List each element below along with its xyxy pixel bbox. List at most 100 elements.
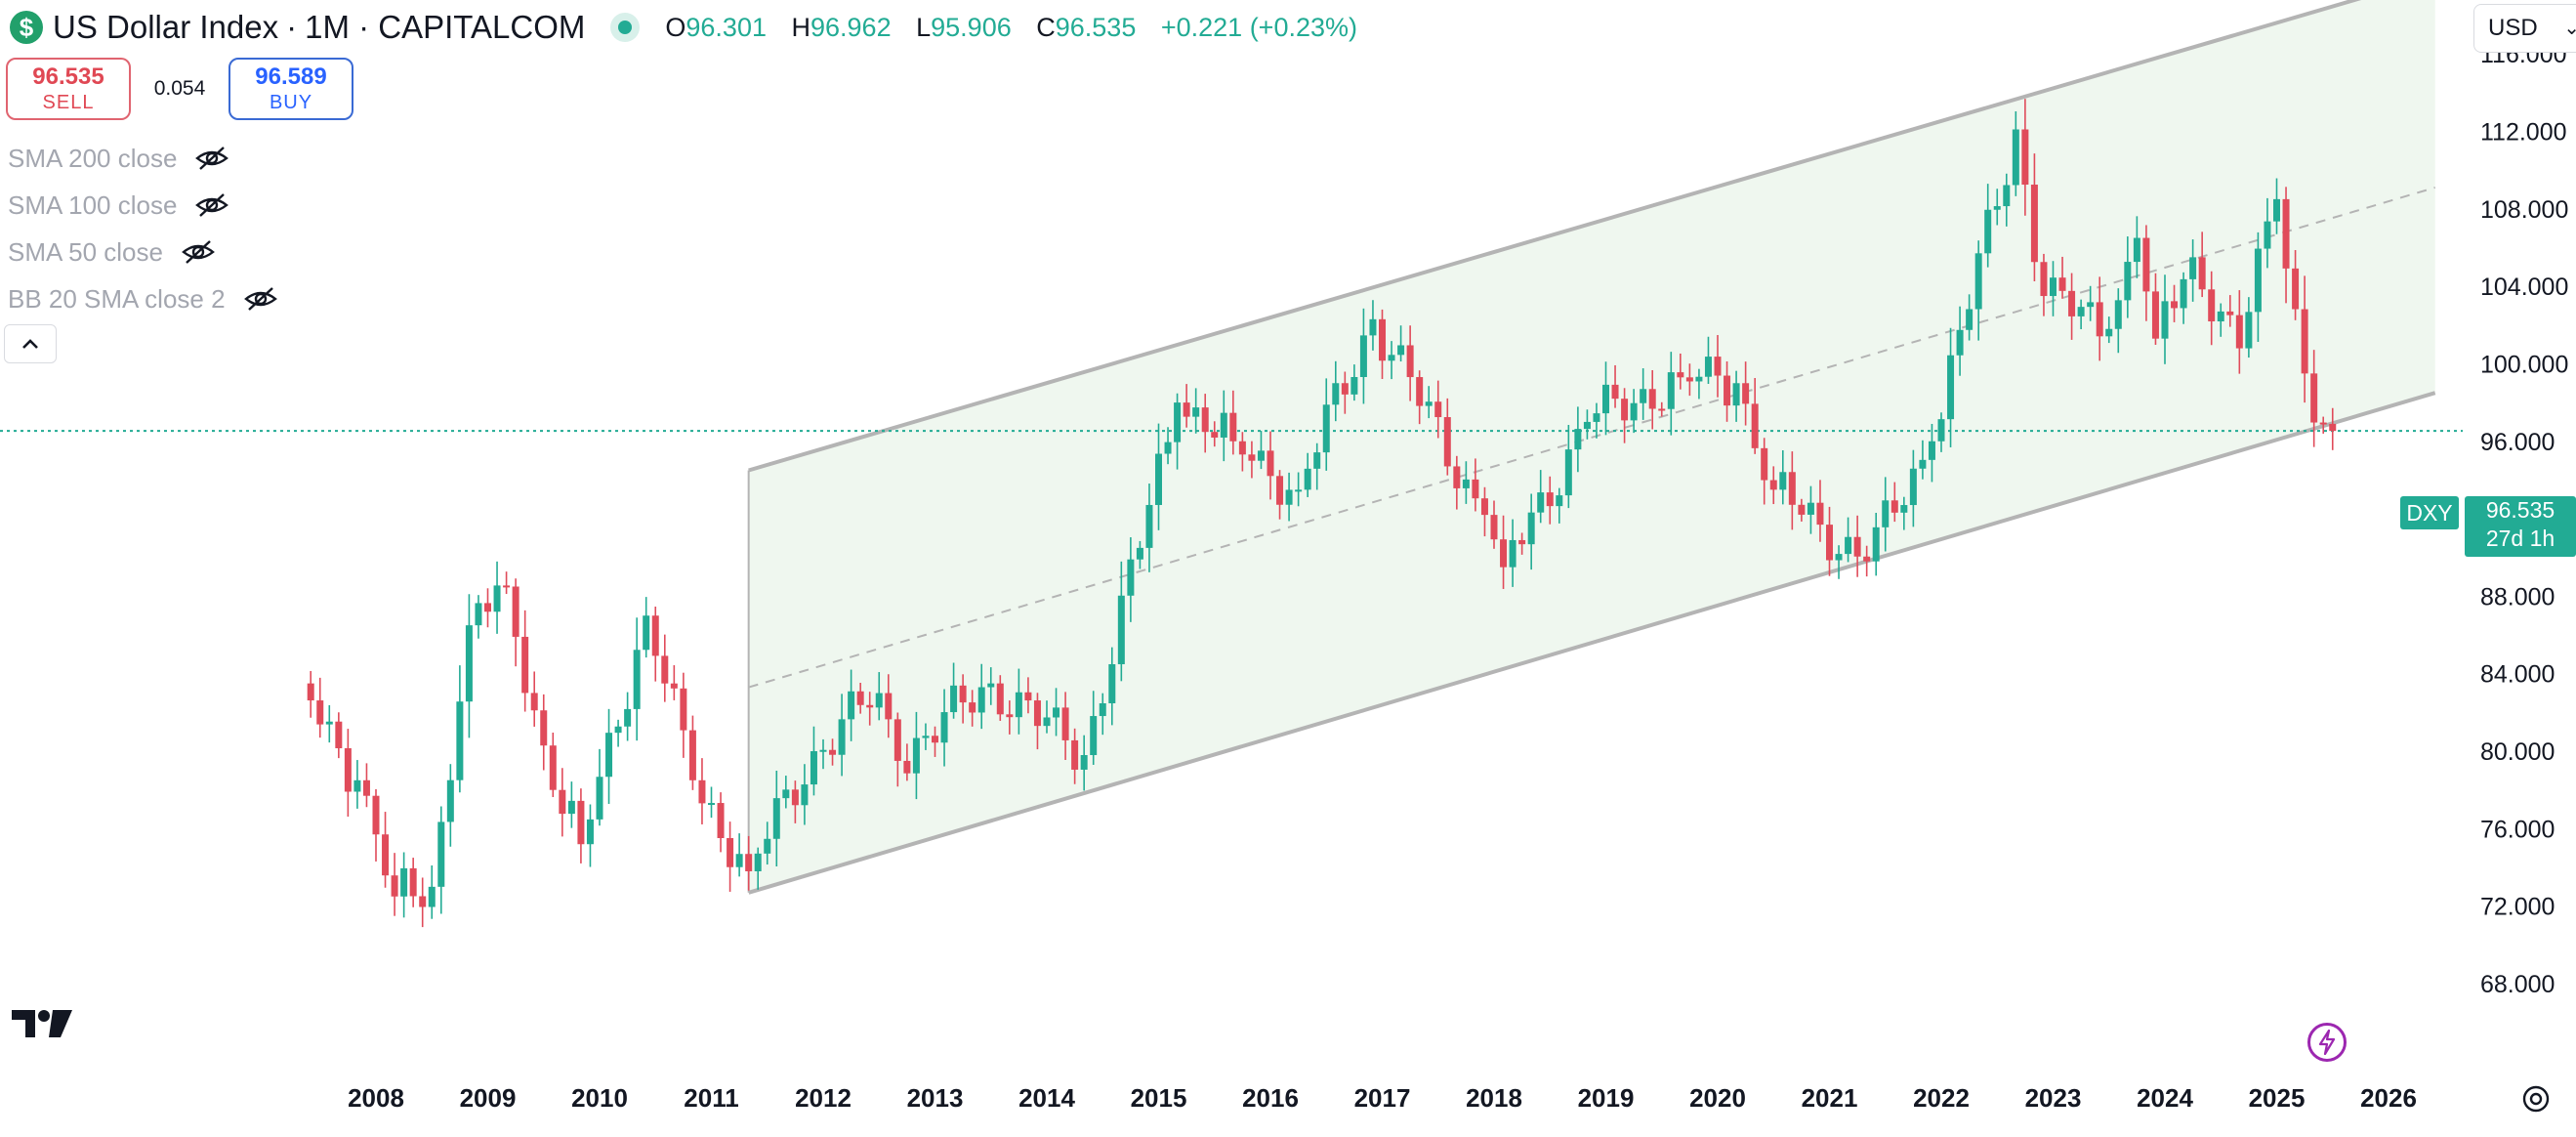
- candle: [409, 858, 417, 907]
- candle: [382, 812, 390, 888]
- candle: [764, 821, 771, 865]
- candle: [493, 561, 501, 634]
- candle: [1388, 341, 1395, 380]
- candle: [1341, 371, 1349, 414]
- indicator-legend: SMA 200 close SMA 100 close SMA 50 close…: [8, 135, 278, 322]
- candle: [512, 578, 519, 667]
- symbol-header: $ US Dollar Index · 1M · CAPITALCOM O96.…: [0, 0, 1357, 55]
- candle: [838, 694, 846, 777]
- candle: [1928, 423, 1935, 483]
- candle: [2114, 288, 2122, 354]
- candle: [1369, 300, 1377, 351]
- candle: [1909, 449, 1917, 527]
- candle: [1685, 363, 1693, 397]
- lightning-icon[interactable]: [2307, 1023, 2347, 1062]
- candle: [456, 665, 464, 793]
- candle: [1238, 432, 1246, 472]
- time-tick-label: 2016: [1242, 1083, 1299, 1113]
- price-tick-label: 108.000: [2480, 196, 2568, 224]
- indicator-sma-200[interactable]: SMA 200 close: [8, 135, 278, 182]
- candle: [1183, 384, 1190, 428]
- time-tick-label: 2012: [795, 1083, 852, 1113]
- candle: [1556, 487, 1563, 524]
- candle: [1416, 370, 1424, 425]
- candle: [1108, 647, 1116, 726]
- time-tick-label: 2008: [348, 1083, 404, 1113]
- indicator-bb-20[interactable]: BB 20 SMA close 2: [8, 275, 278, 322]
- candle: [1174, 393, 1182, 470]
- candle: [1472, 458, 1479, 512]
- candle: [2105, 316, 2113, 344]
- candle: [428, 865, 436, 919]
- candle: [1640, 368, 1647, 420]
- parallel-channel[interactable]: [747, 0, 2436, 895]
- price-axis[interactable]: 68.00072.00076.00080.00084.00088.00092.0…: [2480, 0, 2568, 998]
- candle: [2301, 275, 2308, 403]
- last-price-value: 96.535: [2485, 497, 2555, 523]
- candle: [1537, 470, 1545, 524]
- currency-value: USD: [2488, 15, 2538, 41]
- candle: [903, 743, 911, 781]
- candle: [772, 770, 780, 867]
- open-value: 96.301: [686, 12, 767, 42]
- tradingview-logo-icon[interactable]: [12, 1008, 74, 1044]
- candle: [1490, 500, 1498, 549]
- candle: [1434, 380, 1442, 439]
- candle: [1350, 364, 1358, 401]
- candle: [1462, 461, 1470, 504]
- candle: [1648, 369, 1656, 430]
- interval-exchange[interactable]: 1M · CAPITALCOM: [305, 9, 586, 45]
- eye-crossed-icon[interactable]: [181, 238, 216, 266]
- candle: [2096, 276, 2103, 361]
- chevron-up-icon: [22, 339, 38, 349]
- candle: [1220, 390, 1227, 462]
- candle: [2319, 416, 2327, 434]
- eye-crossed-icon[interactable]: [194, 145, 229, 172]
- eye-crossed-icon[interactable]: [194, 191, 229, 219]
- candle: [1480, 486, 1488, 537]
- candle: [1117, 561, 1125, 682]
- candle: [791, 780, 799, 823]
- candle: [1090, 691, 1098, 766]
- candle: [2254, 232, 2262, 342]
- symbol-name[interactable]: US Dollar Index: [53, 9, 279, 45]
- candle: [2077, 299, 2085, 330]
- candle: [1593, 402, 1600, 439]
- time-axis[interactable]: 2008 2009 2010 2011 2012 2013 2014 2015 2016 2017…: [348, 1083, 2417, 1113]
- eye-crossed-icon[interactable]: [243, 285, 278, 313]
- candle: [1714, 334, 1722, 398]
- settings-icon[interactable]: [2519, 1082, 2553, 1120]
- sell-button[interactable]: 96.535 SELL: [6, 58, 131, 120]
- candle: [2003, 173, 2011, 227]
- candle: [1322, 378, 1330, 471]
- candle: [2245, 297, 2253, 358]
- candle: [1966, 294, 1974, 341]
- candle: [1835, 545, 1843, 579]
- price-tick-label: 100.000: [2480, 351, 2568, 378]
- currency-select[interactable]: USD ⌄: [2473, 4, 2576, 53]
- channel-median-line[interactable]: [748, 187, 2435, 689]
- candle: [885, 674, 893, 738]
- price-tick-label: 72.000: [2480, 894, 2555, 921]
- channel-lower-line[interactable]: [748, 391, 2436, 895]
- collapse-legend-button[interactable]: [4, 324, 57, 363]
- candle: [353, 760, 361, 809]
- indicator-sma-50[interactable]: SMA 50 close: [8, 229, 278, 275]
- price-tick-label: 112.000: [2480, 118, 2567, 146]
- candle: [1453, 455, 1461, 510]
- candle: [446, 764, 454, 847]
- indicator-label: BB 20 SMA close 2: [8, 283, 226, 314]
- buy-price: 96.589: [255, 63, 327, 90]
- candle: [1164, 427, 1172, 465]
- candle: [1267, 431, 1274, 500]
- candle: [698, 758, 706, 824]
- market-status-dot[interactable]: [618, 21, 633, 34]
- time-tick-label: 2024: [2137, 1083, 2193, 1113]
- time-tick-label: 2014: [1018, 1083, 1075, 1113]
- candle: [912, 711, 920, 800]
- candle: [1406, 325, 1414, 401]
- channel-upper-line[interactable]: [748, 0, 2435, 473]
- indicator-sma-100[interactable]: SMA 100 close: [8, 182, 278, 229]
- buy-button[interactable]: 96.589 BUY: [229, 58, 353, 120]
